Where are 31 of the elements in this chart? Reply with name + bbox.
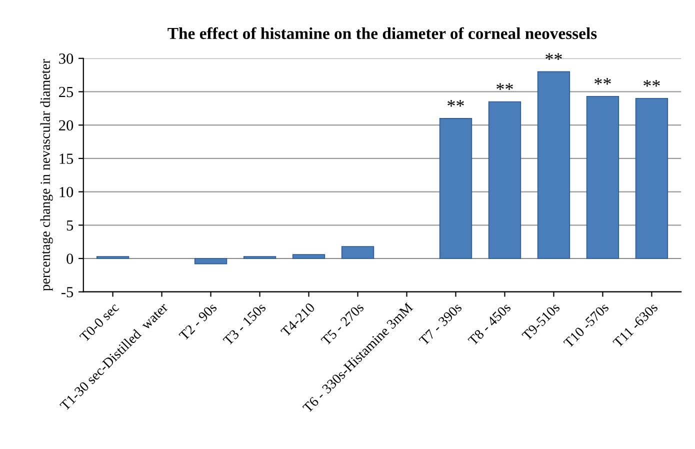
y-axis-title: percentage change in nevascular diameter	[40, 59, 53, 291]
x-tick-label: T11 -630s	[612, 302, 658, 348]
x-tick-label: T3 - 150s	[222, 302, 266, 346]
y-tick-label: 20	[59, 120, 74, 131]
annotation: **	[546, 53, 562, 60]
annotation: **	[594, 78, 611, 85]
x-tick-label: T8 - 450s	[468, 302, 512, 346]
bar	[537, 71, 570, 259]
annotation: **	[496, 83, 513, 90]
bar	[341, 246, 374, 259]
bar	[488, 101, 522, 259]
annotation: **	[448, 100, 464, 107]
bar	[439, 118, 472, 259]
x-tick-label: T10 -570s	[563, 302, 610, 348]
bar	[243, 256, 276, 259]
bar	[292, 254, 326, 259]
bar	[194, 258, 228, 264]
y-tick-label: 0	[66, 254, 74, 264]
y-tick-label: 30	[59, 54, 74, 64]
y-tick-label: 25	[59, 86, 74, 98]
bar	[635, 98, 668, 259]
chart-title: The effect of histamine on the diameter of corneal neovessels	[168, 27, 597, 40]
bar	[586, 96, 620, 259]
y-tick-label: 10	[60, 186, 74, 198]
y-tick-label: -5	[62, 287, 74, 298]
annotation: **	[644, 80, 660, 87]
y-tick-label: 15	[60, 154, 74, 164]
bar	[96, 256, 130, 259]
x-tick-label: T7 - 390s	[418, 302, 462, 346]
y-tick-label: 5	[66, 220, 74, 231]
x-tick-label: T2 - 90s	[178, 302, 218, 342]
